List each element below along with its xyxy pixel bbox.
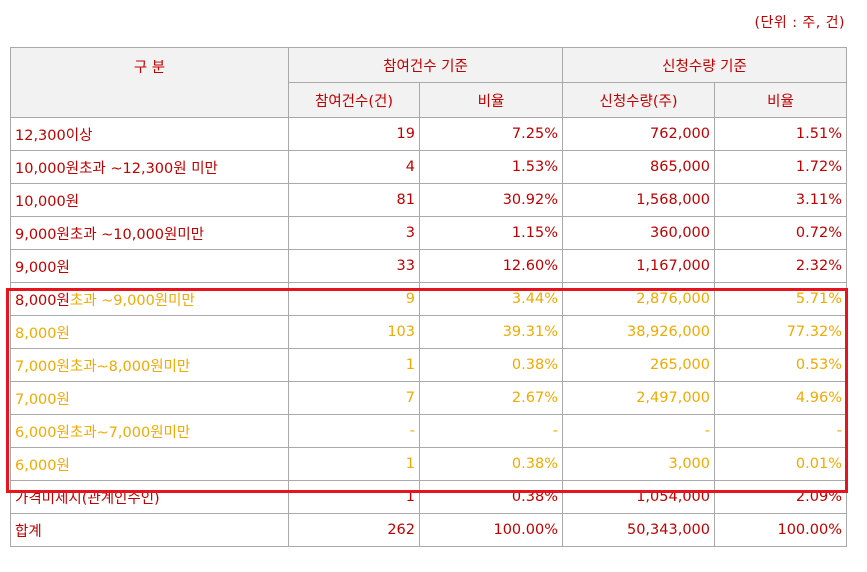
count-ratio-cell: 30.92%	[419, 183, 563, 217]
count-ratio-cell: 0.38%	[419, 480, 563, 514]
count-cell: 19	[288, 117, 420, 151]
count-cell: 9	[288, 282, 420, 316]
count-cell: 81	[288, 183, 420, 217]
qty-cell: 2,497,000	[562, 381, 715, 415]
table-row: 6,000원 1 0.38% 3,000 0.01%	[10, 447, 847, 481]
count-ratio-cell: 1.15%	[419, 216, 563, 250]
table-row: 10,000원 81 30.92% 1,568,000 3.11%	[10, 183, 847, 217]
table-row: 가격미제시(관계인수인) 1 0.38% 1,054,000 2.09%	[10, 480, 847, 514]
count-cell: 103	[288, 315, 420, 349]
qty-cell: 360,000	[562, 216, 715, 250]
qty-ratio-cell: 4.96%	[714, 381, 847, 415]
qty-cell: 2,876,000	[562, 282, 715, 316]
header-group-count: 참여건수 기준	[288, 47, 563, 83]
qty-cell: 38,926,000	[562, 315, 715, 349]
row-label: 6,000원	[10, 447, 289, 481]
count-ratio-cell: 39.31%	[419, 315, 563, 349]
row-label: 7,000원	[10, 381, 289, 415]
qty-ratio-cell: 3.11%	[714, 183, 847, 217]
row-label: 가격미제시(관계인수인)	[10, 480, 289, 514]
table-row: 12,300이상 19 7.25% 762,000 1.51%	[10, 117, 847, 151]
row-label: 9,000원초과 ~10,000원미만	[10, 216, 289, 250]
row-label: 7,000원초과~8,000원미만	[10, 348, 289, 382]
row-label: 10,000원	[10, 183, 289, 217]
count-ratio-cell: 2.67%	[419, 381, 563, 415]
qty-ratio-cell: 2.09%	[714, 480, 847, 514]
table-body: 12,300이상 19 7.25% 762,000 1.51% 10,000원초과 ~12…	[10, 117, 847, 547]
qty-ratio-cell: 100.00%	[714, 513, 847, 547]
count-ratio-cell: -	[419, 414, 563, 448]
qty-cell: 762,000	[562, 117, 715, 151]
table-row: 7,000원 7 2.67% 2,497,000 4.96%	[10, 381, 847, 415]
header-count-ratio: 비율	[419, 82, 563, 118]
qty-ratio-cell: 0.01%	[714, 447, 847, 481]
row-label-lead: 8,000원	[15, 292, 70, 309]
table-row: 6,000원초과~7,000원미만 - - - -	[10, 414, 847, 448]
qty-ratio-cell: 2.32%	[714, 249, 847, 283]
qty-ratio-cell: 0.72%	[714, 216, 847, 250]
table-row: 8,000원초과 ~9,000원미만 9 3.44% 2,876,000 5.71%	[10, 282, 847, 316]
table-row: 7,000원초과~8,000원미만 1 0.38% 265,000 0.53%	[10, 348, 847, 382]
qty-ratio-cell: 1.72%	[714, 150, 847, 184]
count-ratio-cell: 0.38%	[419, 447, 563, 481]
count-ratio-cell: 12.60%	[419, 249, 563, 283]
qty-cell: 865,000	[562, 150, 715, 184]
qty-cell: 1,054,000	[562, 480, 715, 514]
qty-ratio-cell: -	[714, 414, 847, 448]
qty-cell: 1,568,000	[562, 183, 715, 217]
row-label: 8,000원	[10, 315, 289, 349]
count-ratio-cell: 100.00%	[419, 513, 563, 547]
count-cell: 262	[288, 513, 420, 547]
table-row: 8,000원 103 39.31% 38,926,000 77.32%	[10, 315, 847, 349]
row-label: 8,000원초과 ~9,000원미만	[10, 282, 289, 316]
header-count: 참여건수(건)	[288, 82, 420, 118]
qty-cell: 50,343,000	[562, 513, 715, 547]
count-cell: 1	[288, 480, 420, 514]
count-cell: 1	[288, 447, 420, 481]
header-qty: 신청수량(주)	[562, 82, 715, 118]
header-category: 구 분	[10, 47, 289, 118]
count-ratio-cell: 1.53%	[419, 150, 563, 184]
row-label: 10,000원초과 ~12,300원 미만	[10, 150, 289, 184]
qty-cell: 265,000	[562, 348, 715, 382]
qty-cell: -	[562, 414, 715, 448]
count-cell: 33	[288, 249, 420, 283]
count-ratio-cell: 3.44%	[419, 282, 563, 316]
table-row: 10,000원초과 ~12,300원 미만 4 1.53% 865,000 1.72%	[10, 150, 847, 184]
count-cell: 3	[288, 216, 420, 250]
row-label-rest: 초과 ~9,000원미만	[69, 292, 195, 309]
qty-cell: 3,000	[562, 447, 715, 481]
qty-ratio-cell: 5.71%	[714, 282, 847, 316]
count-cell: 7	[288, 381, 420, 415]
qty-cell: 1,167,000	[562, 249, 715, 283]
count-cell: -	[288, 414, 420, 448]
qty-ratio-cell: 1.51%	[714, 117, 847, 151]
row-label: 합계	[10, 513, 289, 547]
row-label: 6,000원초과~7,000원미만	[10, 414, 289, 448]
header-qty-ratio: 비율	[714, 82, 847, 118]
count-cell: 1	[288, 348, 420, 382]
table-row: 9,000원초과 ~10,000원미만 3 1.15% 360,000 0.72%	[10, 216, 847, 250]
unit-note: (단위 : 주, 건)	[754, 15, 845, 31]
table-row: 합계 262 100.00% 50,343,000 100.00%	[10, 513, 847, 547]
count-cell: 4	[288, 150, 420, 184]
header-group-qty: 신청수량 기준	[562, 47, 847, 83]
count-ratio-cell: 7.25%	[419, 117, 563, 151]
demand-forecast-table: 구 분 참여건수 기준 신청수량 기준 참여건수(건) 비율 신청수량(주) 비…	[10, 47, 847, 547]
count-ratio-cell: 0.38%	[419, 348, 563, 382]
qty-ratio-cell: 77.32%	[714, 315, 847, 349]
qty-ratio-cell: 0.53%	[714, 348, 847, 382]
table-row: 9,000원 33 12.60% 1,167,000 2.32%	[10, 249, 847, 283]
row-label: 12,300이상	[10, 117, 289, 151]
row-label: 9,000원	[10, 249, 289, 283]
